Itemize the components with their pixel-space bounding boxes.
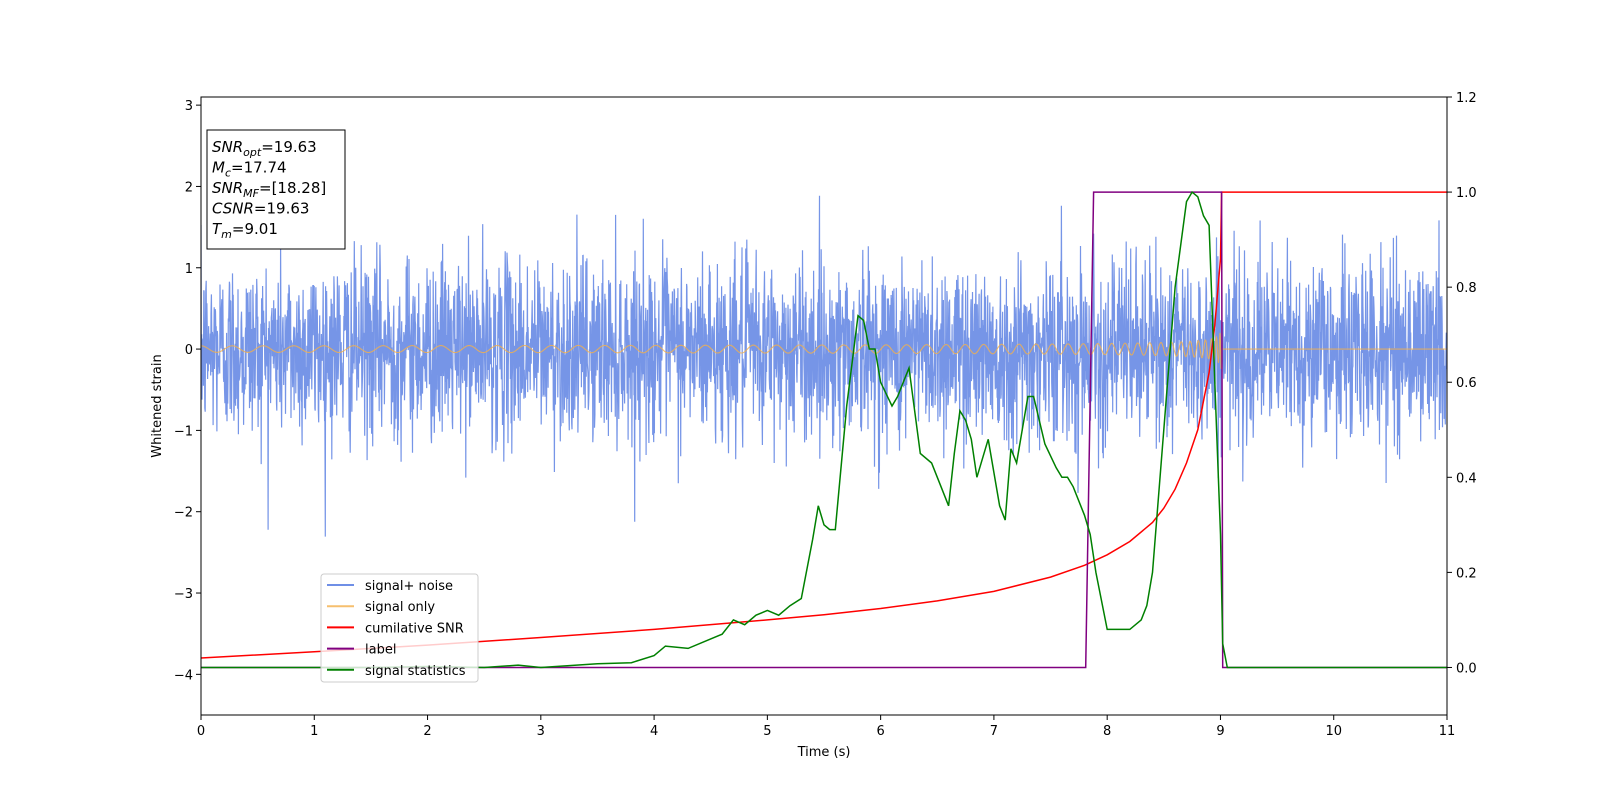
y-right-tick-label: 0.0 xyxy=(1456,661,1477,676)
x-tick-label: 3 xyxy=(537,724,545,739)
x-tick-label: 11 xyxy=(1439,724,1456,739)
y-left-tick-label: 0 xyxy=(185,343,193,358)
annotation-line: SNRopt=19.63 xyxy=(212,138,317,159)
y-right-tick-label: 1.0 xyxy=(1456,186,1477,201)
x-tick-label: 5 xyxy=(763,724,771,739)
x-tick-label: 2 xyxy=(423,724,431,739)
annotation-line: Mc=17.74 xyxy=(212,159,287,180)
x-tick-label: 0 xyxy=(197,724,205,739)
series-line-1 xyxy=(201,332,1447,369)
y-left-tick-label: 1 xyxy=(185,262,193,277)
annotation-line: CSNR=19.63 xyxy=(212,200,309,218)
y-right-tick-label: 0.2 xyxy=(1456,566,1477,581)
legend-label: signal statistics xyxy=(365,664,466,679)
series-line-2 xyxy=(201,191,1447,659)
legend-label: cumilative SNR xyxy=(365,621,464,636)
x-tick-label: 10 xyxy=(1325,724,1342,739)
legend-label: signal+ noise xyxy=(365,579,453,594)
y-left-tick-label: −2 xyxy=(174,506,193,521)
y-right-tick-label: 1.2 xyxy=(1456,91,1477,106)
x-tick-label: 8 xyxy=(1103,724,1111,739)
series-layer xyxy=(201,190,1447,669)
x-tick-label: 6 xyxy=(876,724,884,739)
y-right-tick-label: 0.6 xyxy=(1456,376,1477,391)
series-line-4 xyxy=(201,190,1447,669)
series-line-0 xyxy=(201,195,1447,537)
y-axis-label: Whitened strain xyxy=(150,354,165,457)
y-left-tick-label: −4 xyxy=(174,668,193,683)
y-left-tick-label: −3 xyxy=(174,587,193,602)
y-left-tick-label: 3 xyxy=(185,99,193,114)
y-right-tick-label: 0.8 xyxy=(1456,281,1477,296)
y-right-tick-label: 0.4 xyxy=(1456,471,1477,486)
legend-label: signal only xyxy=(365,600,435,615)
legend-label: label xyxy=(365,643,396,658)
annotation-line: Tm=9.01 xyxy=(212,220,278,241)
plot-frame xyxy=(200,96,1448,716)
ticks-layer: 0 1 2 3 4 5 6 7 8 9 10 113210−1−2−3−41.21.00.80.60.… xyxy=(174,91,1477,739)
y-left-tick-label: −1 xyxy=(174,424,193,439)
legend-frame xyxy=(320,573,479,683)
annotation-frame xyxy=(206,129,346,250)
annotation-box: SNRopt=19.63Mc=17.74SNRMF=[18.28]CSNR=19… xyxy=(206,129,346,250)
x-tick-label: 4 xyxy=(650,724,658,739)
x-tick-label: 9 xyxy=(1216,724,1224,739)
x-axis-label: Time (s) xyxy=(797,745,851,760)
x-tick-label: 7 xyxy=(990,724,998,739)
x-tick-label: 1 xyxy=(310,724,318,739)
legend: signal+ noise signal only cumilative SNR la… xyxy=(320,573,479,683)
y-left-tick-label: 2 xyxy=(185,180,193,195)
annotation-line: SNRMF=[18.28] xyxy=(212,179,326,200)
